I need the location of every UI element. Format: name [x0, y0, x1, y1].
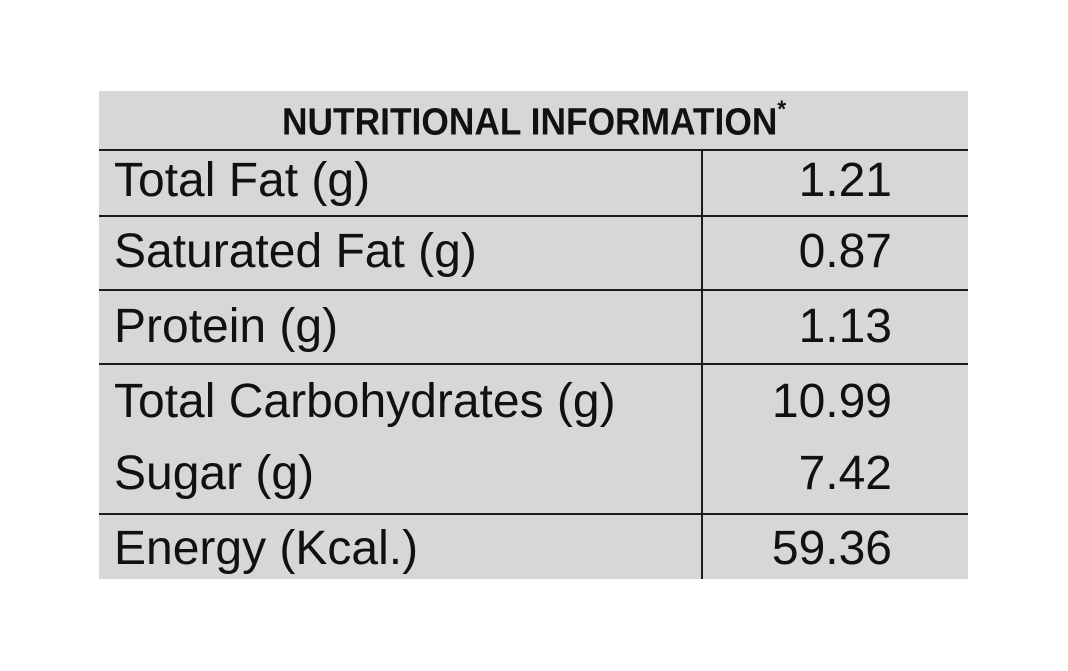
nutrient-value: 10.99	[771, 375, 892, 428]
nutrient-label: Total Fat (g)	[114, 154, 371, 207]
panel-header: NUTRITIONAL INFORMATION*	[99, 91, 968, 149]
row-divider	[99, 215, 968, 217]
column-divider	[701, 149, 703, 579]
nutrient-value: 1.13	[798, 300, 892, 353]
nutrient-value: 0.87	[798, 225, 892, 278]
row-divider	[99, 363, 968, 365]
nutrient-label: Total Carbohydrates (g)	[114, 375, 616, 428]
asterisk-mark: *	[776, 95, 786, 123]
row-divider	[99, 513, 968, 515]
nutrient-label: Energy (Kcal.)	[114, 522, 419, 575]
row-divider	[99, 289, 968, 291]
nutrient-value: 7.42	[798, 447, 892, 500]
nutrient-label: Saturated Fat (g)	[114, 225, 477, 278]
header-divider	[99, 149, 968, 151]
panel-title-text: NUTRITIONAL INFORMATION	[281, 101, 777, 144]
nutrient-value: 59.36	[771, 522, 892, 575]
panel-title: NUTRITIONAL INFORMATION*	[281, 96, 785, 145]
nutrition-info-panel: NUTRITIONAL INFORMATION* Total Fat (g) 1…	[99, 91, 968, 579]
nutrient-label: Sugar (g)	[114, 447, 315, 500]
nutrient-value: 1.21	[798, 154, 892, 207]
nutrient-label: Protein (g)	[114, 300, 339, 353]
